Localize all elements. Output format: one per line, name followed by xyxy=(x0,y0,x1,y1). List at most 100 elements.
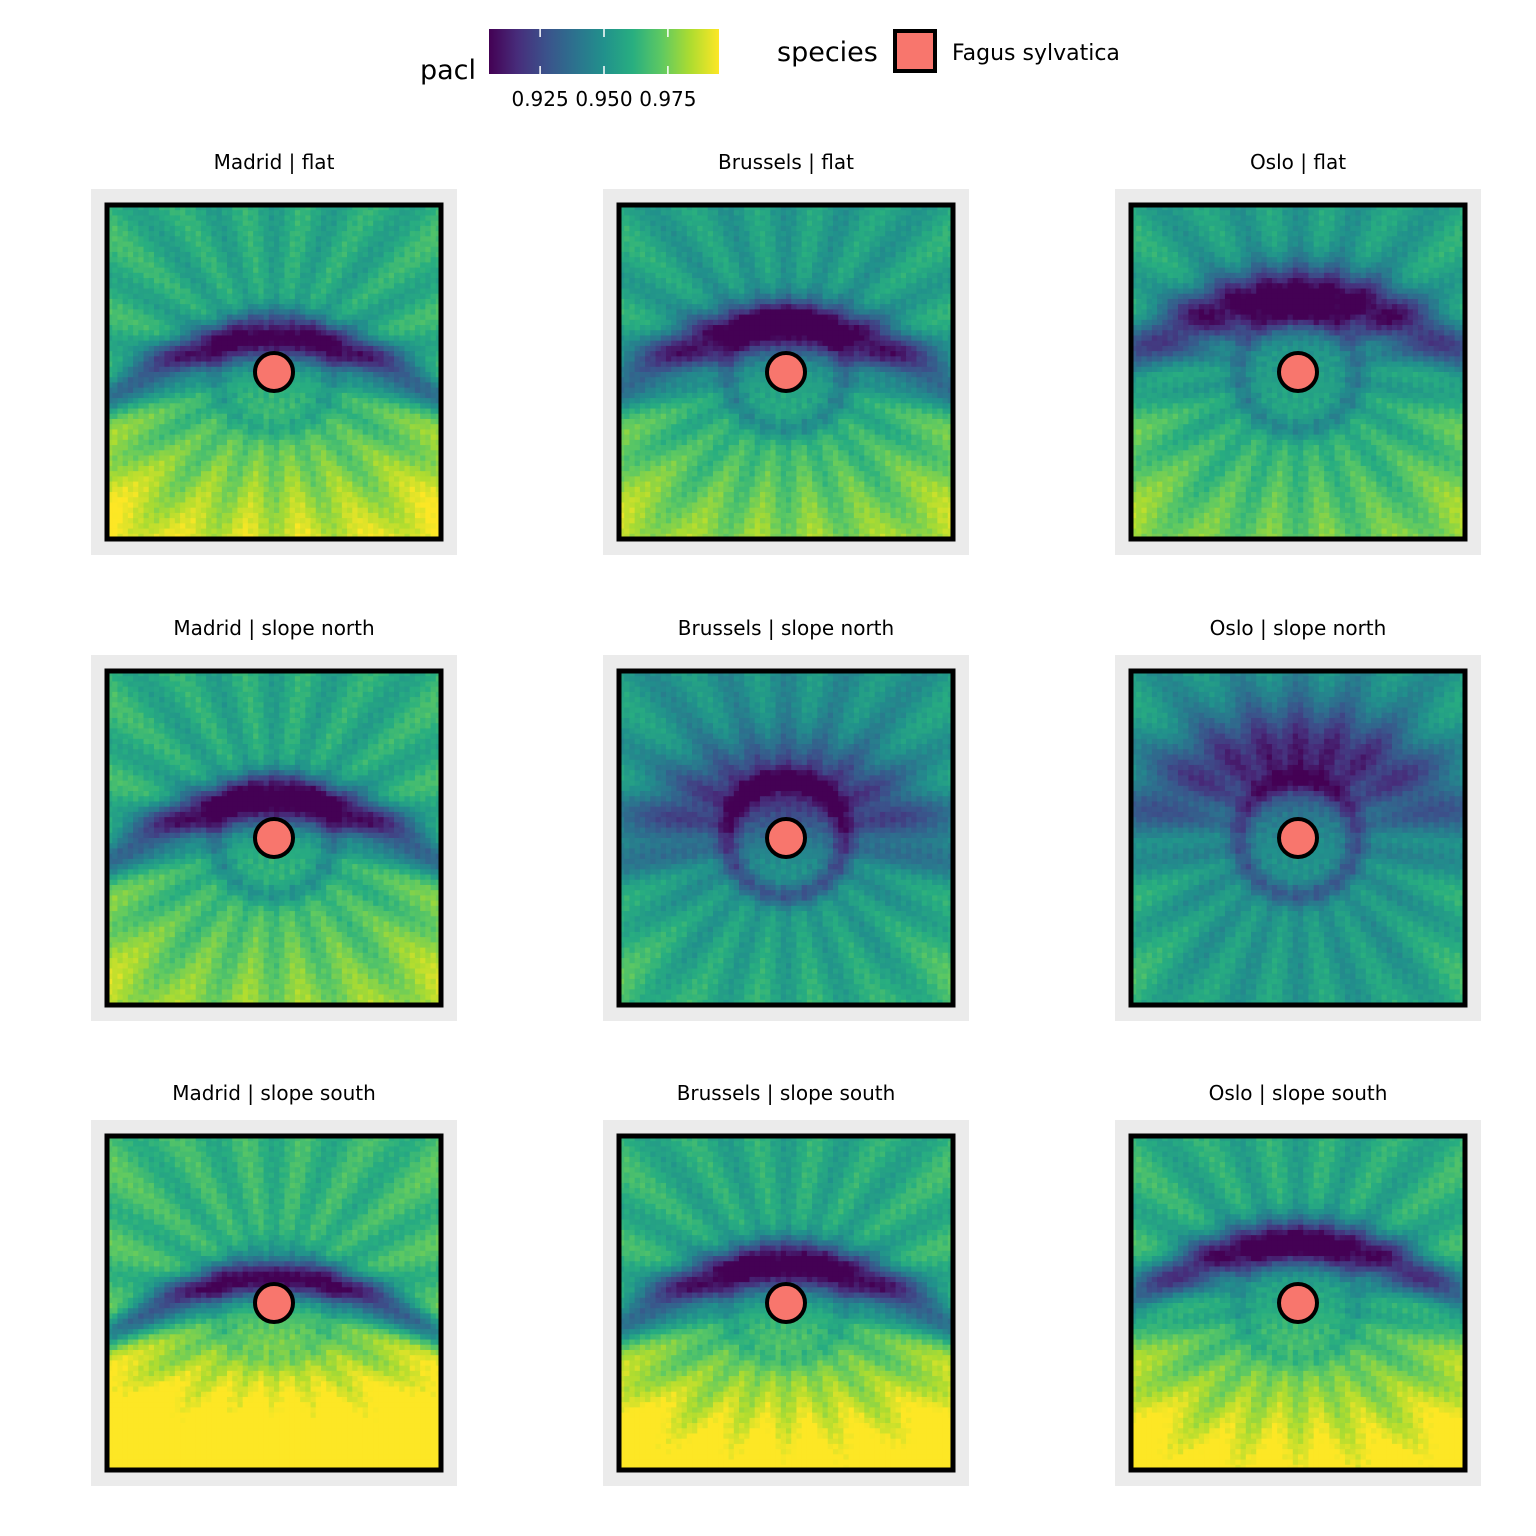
heatmap-cell xyxy=(404,272,411,279)
heatmap-cell xyxy=(921,231,928,237)
heatmap-cell xyxy=(227,314,233,321)
heatmap-cell xyxy=(409,372,416,378)
heatmap-cell xyxy=(180,309,186,316)
heatmap-cell xyxy=(373,523,379,530)
heatmap-cell xyxy=(159,335,166,342)
heatmap-cell xyxy=(289,356,296,363)
heatmap-cell xyxy=(305,450,312,457)
heatmap-cell xyxy=(133,413,139,420)
heatmap-cell xyxy=(107,429,113,436)
heatmap-cell xyxy=(331,429,338,436)
heatmap-cell xyxy=(352,372,359,378)
heatmap-cell xyxy=(117,309,124,316)
heatmap-cell xyxy=(336,460,343,467)
heatmap-cell xyxy=(383,262,390,269)
heatmap-cell xyxy=(331,439,338,446)
heatmap-cell xyxy=(320,345,327,352)
heatmap-cell xyxy=(320,434,327,441)
species-point xyxy=(253,351,295,393)
heatmap-cell xyxy=(394,231,400,237)
heatmap-cell xyxy=(305,278,312,284)
heatmap-cell xyxy=(712,210,719,217)
heatmap-cell xyxy=(885,220,891,227)
heatmap-cell xyxy=(237,272,244,279)
heatmap-cell xyxy=(185,293,192,300)
heatmap-cell xyxy=(127,246,134,253)
heatmap-cell xyxy=(195,345,202,352)
heatmap-cell xyxy=(733,231,740,237)
heatmap-cell xyxy=(890,210,897,217)
heatmap-cell xyxy=(169,502,176,509)
heatmap-cell xyxy=(827,241,834,248)
heatmap-cell xyxy=(352,251,359,258)
heatmap-cell xyxy=(315,434,322,441)
heatmap-cell xyxy=(874,251,881,258)
heatmap-cell xyxy=(148,439,155,446)
heatmap-cell xyxy=(221,236,228,243)
heatmap-cell xyxy=(404,220,411,227)
heatmap-cell xyxy=(414,492,421,498)
heatmap-cell xyxy=(315,288,322,295)
heatmap-cell xyxy=(253,335,259,342)
heatmap-cell xyxy=(195,507,202,514)
heatmap-cell xyxy=(227,283,233,290)
heatmap-cell xyxy=(378,481,385,488)
heatmap-cell xyxy=(650,210,657,217)
heatmap-cell xyxy=(838,231,845,237)
heatmap-cell xyxy=(127,220,134,227)
heatmap-cell xyxy=(817,262,824,269)
heatmap-cell xyxy=(895,236,902,243)
heatmap-cell xyxy=(378,377,385,384)
heatmap-cell xyxy=(263,439,270,446)
heatmap-cell xyxy=(352,434,359,441)
heatmap-cell xyxy=(388,413,395,420)
heatmap-cell xyxy=(227,528,233,535)
heatmap-cell xyxy=(320,387,327,394)
heatmap-cell xyxy=(127,439,134,446)
heatmap-cell xyxy=(107,236,113,243)
heatmap-cell xyxy=(159,309,166,316)
heatmap-cell xyxy=(300,528,306,535)
heatmap-cell xyxy=(305,392,312,399)
heatmap-cell xyxy=(383,220,390,227)
heatmap-cell xyxy=(336,231,343,237)
heatmap-cell xyxy=(749,257,756,264)
heatmap-cell xyxy=(242,528,249,535)
heatmap-cell xyxy=(373,507,379,514)
heatmap-cell xyxy=(357,366,364,373)
heatmap-cell xyxy=(404,236,411,243)
heatmap-cell xyxy=(697,215,704,222)
heatmap-cell xyxy=(180,403,186,410)
heatmap-cell xyxy=(383,298,390,305)
heatmap-cell xyxy=(185,528,192,535)
heatmap-cell xyxy=(676,241,683,248)
heatmap-cell xyxy=(185,387,192,394)
heatmap-cell xyxy=(712,225,719,232)
heatmap-cell xyxy=(164,492,171,498)
heatmap-cell xyxy=(300,298,306,305)
heatmap-cell xyxy=(326,220,333,227)
heatmap-cell xyxy=(430,340,437,347)
heatmap-cell xyxy=(869,262,876,269)
heatmap-cell xyxy=(112,476,119,483)
heatmap-cell xyxy=(315,225,322,232)
heatmap-cell xyxy=(117,272,124,279)
heatmap-cell xyxy=(117,392,124,399)
heatmap-cell xyxy=(237,205,244,211)
heatmap-cell xyxy=(671,225,678,232)
heatmap-cell xyxy=(289,288,296,295)
heatmap-cell xyxy=(107,325,113,331)
heatmap-cell xyxy=(341,257,348,264)
heatmap-cell xyxy=(169,382,176,389)
heatmap-cell xyxy=(942,262,949,269)
heatmap-cell xyxy=(247,267,254,274)
heatmap-cell xyxy=(305,492,312,498)
heatmap-cell xyxy=(430,220,437,227)
heatmap-cell xyxy=(122,251,129,258)
heatmap-cell xyxy=(258,492,265,498)
heatmap-cell xyxy=(362,528,369,535)
heatmap-cell xyxy=(430,502,437,509)
heatmap-cell xyxy=(294,434,301,441)
heatmap-cell xyxy=(274,450,280,457)
heatmap-cell xyxy=(122,382,129,389)
